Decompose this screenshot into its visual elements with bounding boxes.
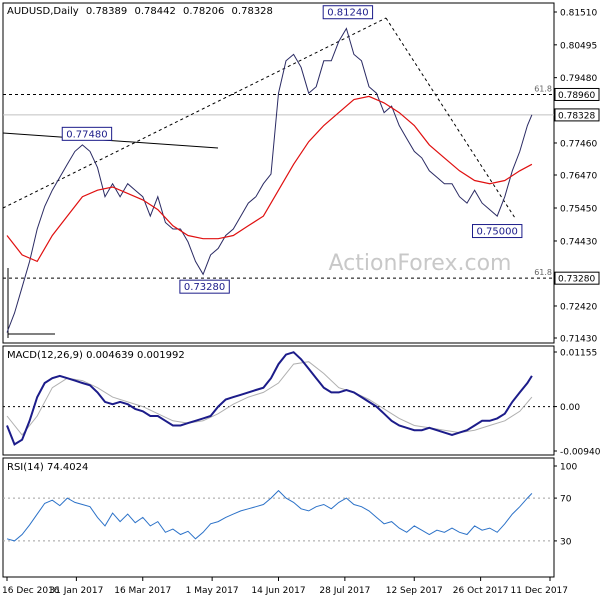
price-level-tag-box: [554, 108, 600, 122]
moving-average-line: [6, 95, 533, 263]
macd-signal-line: [6, 361, 533, 436]
y-tick-label: -0.009408: [560, 448, 600, 458]
y-tick-label: 0.80495: [560, 41, 597, 51]
fib-level-label: 61.8: [534, 268, 552, 277]
chart-title-symbol: AUDUSD,Daily: [7, 6, 79, 17]
y-tick-label: 0.71430: [560, 335, 597, 345]
macd-panel-frame: [2, 345, 555, 456]
x-tick-label: 26 Oct 2017: [453, 586, 509, 596]
y-tick-label: 0.79480: [560, 74, 597, 84]
x-tick-label: 28 Jul 2017: [319, 586, 370, 596]
price-level-tag-box: [554, 87, 600, 101]
y-tick-label: 0.75450: [560, 204, 597, 214]
price-panel-frame: [2, 2, 555, 344]
rsi-label: RSI(14) 74.4024: [7, 462, 88, 473]
price-close-line: [6, 27, 533, 333]
y-tick-label: 0.72420: [560, 302, 597, 312]
rsi-y-tick-labels: 100 70 30: [554, 463, 577, 547]
price-level-tag-box: [554, 271, 600, 285]
price-annotation-label: 0.73280: [184, 282, 225, 293]
x-tick-label: 16 Mar 2017: [114, 586, 171, 596]
price-annotation-box: [179, 279, 230, 294]
y-tick-label: 0.76470: [560, 172, 597, 182]
price-level-tags: 0.78328 0.78960 0.73280: [554, 87, 600, 285]
macd-panel: 0.01155 0.00 -0.009408 MACD(12,26,9) 0.004…: [2, 345, 600, 458]
y-tick-label: 100: [560, 463, 577, 473]
chart-title: AUDUSD,Daily 0.78389 0.78442 0.78206 0.7…: [7, 6, 273, 17]
ohlc-open: 0.78389: [86, 6, 127, 17]
price-annotation-box: [472, 224, 523, 239]
rsi-panel: 100 70 30 RSI(14) 74.4024: [2, 457, 577, 578]
rsi-line: [6, 489, 533, 542]
price-level-tag-label: 0.73280: [558, 275, 595, 285]
y-tick-label: 0.81510: [560, 9, 597, 19]
price-level-tag-label: 0.78328: [558, 111, 595, 121]
macd-label: MACD(12,26,9) 0.004639 0.001992: [7, 350, 185, 361]
price-annotation-box: [322, 5, 374, 20]
trendline-descending: [385, 17, 516, 219]
y-tick-label: 0.74430: [560, 237, 597, 247]
ohlc-high: 0.78442: [134, 6, 175, 17]
trendline-upper: [2, 17, 387, 209]
x-tick-label: 11 Dec 2017: [511, 586, 569, 596]
price-annotations: 0.81240 0.77480 0.73280 0.75000: [61, 5, 523, 294]
x-tick-label: 1 May 2017: [186, 586, 239, 596]
rsi-panel-frame: [2, 457, 555, 578]
price-level-tag-label: 0.78960: [558, 91, 595, 101]
x-tick-label: 16 Dec 2016: [2, 586, 60, 596]
ohlc-close: 0.78328: [232, 6, 273, 17]
price-annotation-label: 0.77480: [66, 129, 107, 140]
price-panel: 61.861.8 0.815100.804950.794800.783280.7…: [2, 2, 600, 345]
x-tick-label: 31 Jan 2017: [49, 586, 103, 596]
y-tick-label: 0.00: [560, 403, 580, 413]
x-tick-label: 12 Sep 2017: [386, 586, 443, 596]
ohlc-low: 0.78206: [183, 6, 224, 17]
price-annotation-label: 0.81240: [327, 8, 368, 19]
macd-line: [6, 351, 533, 446]
macd-y-tick-labels: 0.01155 0.00 -0.009408: [554, 349, 600, 458]
y-tick-label: 0.01155: [560, 349, 597, 359]
y-tick-label: 0.77460: [560, 139, 597, 149]
price-y-tick-labels: 0.81510 0.80495 0.79480 0.78328 0.77460 0.764…: [554, 9, 597, 345]
x-tick-label: 14 Jun 2017: [251, 586, 305, 596]
price-annotation-box: [61, 126, 113, 141]
price-grid: 61.8 61.8: [3, 84, 554, 279]
y-tick-label: 70: [560, 495, 572, 505]
price-annotation-label: 0.75000: [477, 227, 518, 238]
rsi-grid: [3, 497, 554, 542]
fib-level-label: 61.8: [534, 84, 552, 93]
y-tick-label: 30: [560, 537, 572, 547]
watermark: ActionForex.com: [329, 251, 512, 276]
